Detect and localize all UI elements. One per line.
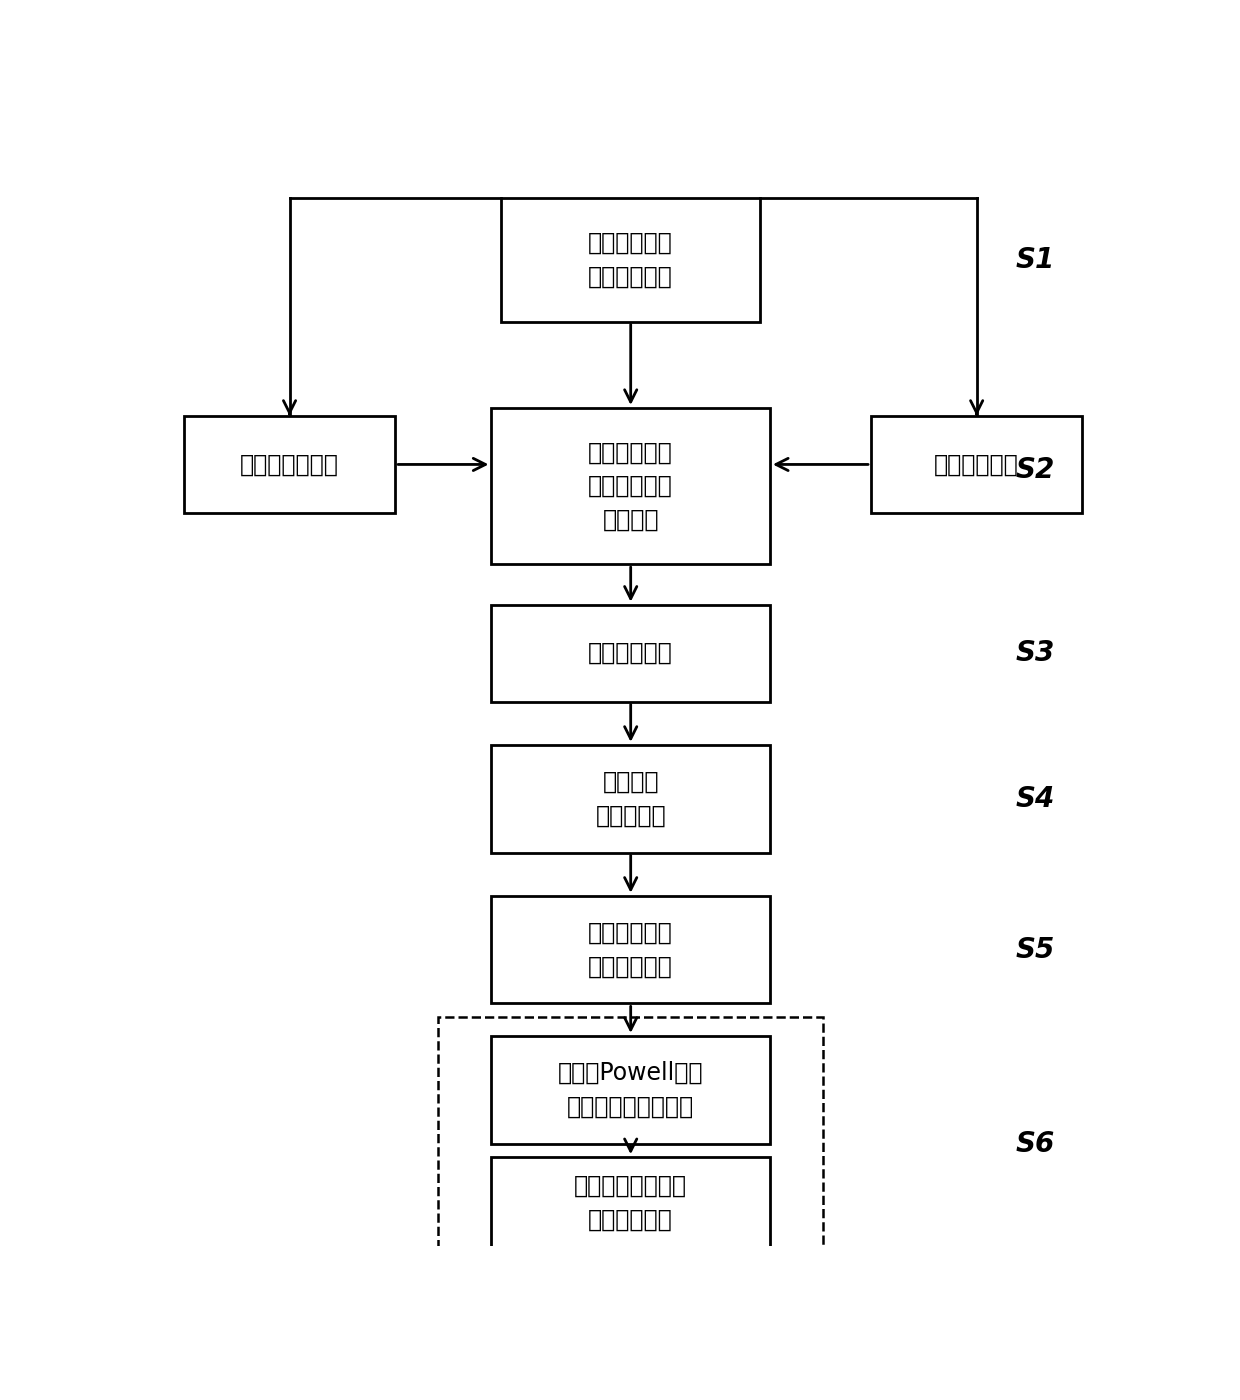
Bar [870,416,1083,512]
Text: S5: S5 [1016,935,1054,963]
Text: 目标图像获取: 目标图像获取 [588,641,673,665]
Text: 红外与可见光
相机系统搭建: 红外与可见光 相机系统搭建 [588,231,673,288]
Text: S1: S1 [1016,245,1054,273]
Text: 在配准度最高位置
完成图像配准: 在配准度最高位置 完成图像配准 [574,1175,687,1232]
Bar [491,407,770,564]
Text: S4: S4 [1016,784,1054,812]
Text: 红外图像
矫正与滤波: 红外图像 矫正与滤波 [595,770,666,827]
Text: S2: S2 [1016,456,1054,484]
Text: S3: S3 [1016,638,1054,666]
Bar [491,1036,770,1144]
Text: 红外图像获取: 红外图像获取 [934,452,1019,476]
Bar [491,896,770,1004]
Text: 红外与可见光
相机联合标定
参数获取: 红外与可见光 相机联合标定 参数获取 [588,441,673,532]
Text: 可见光图像获取: 可见光图像获取 [241,452,339,476]
Bar [439,1016,823,1270]
Bar [491,745,770,853]
Text: 红外与可见光
图像边缘提取: 红外与可见光 图像边缘提取 [588,921,673,979]
Bar [501,197,760,322]
Text: S6: S6 [1016,1130,1054,1158]
Bar [491,605,770,701]
Bar [491,1156,770,1249]
Bar [184,416,396,512]
Text: 改进的Powell算法
计算配准度最高位置: 改进的Powell算法 计算配准度最高位置 [558,1061,703,1119]
